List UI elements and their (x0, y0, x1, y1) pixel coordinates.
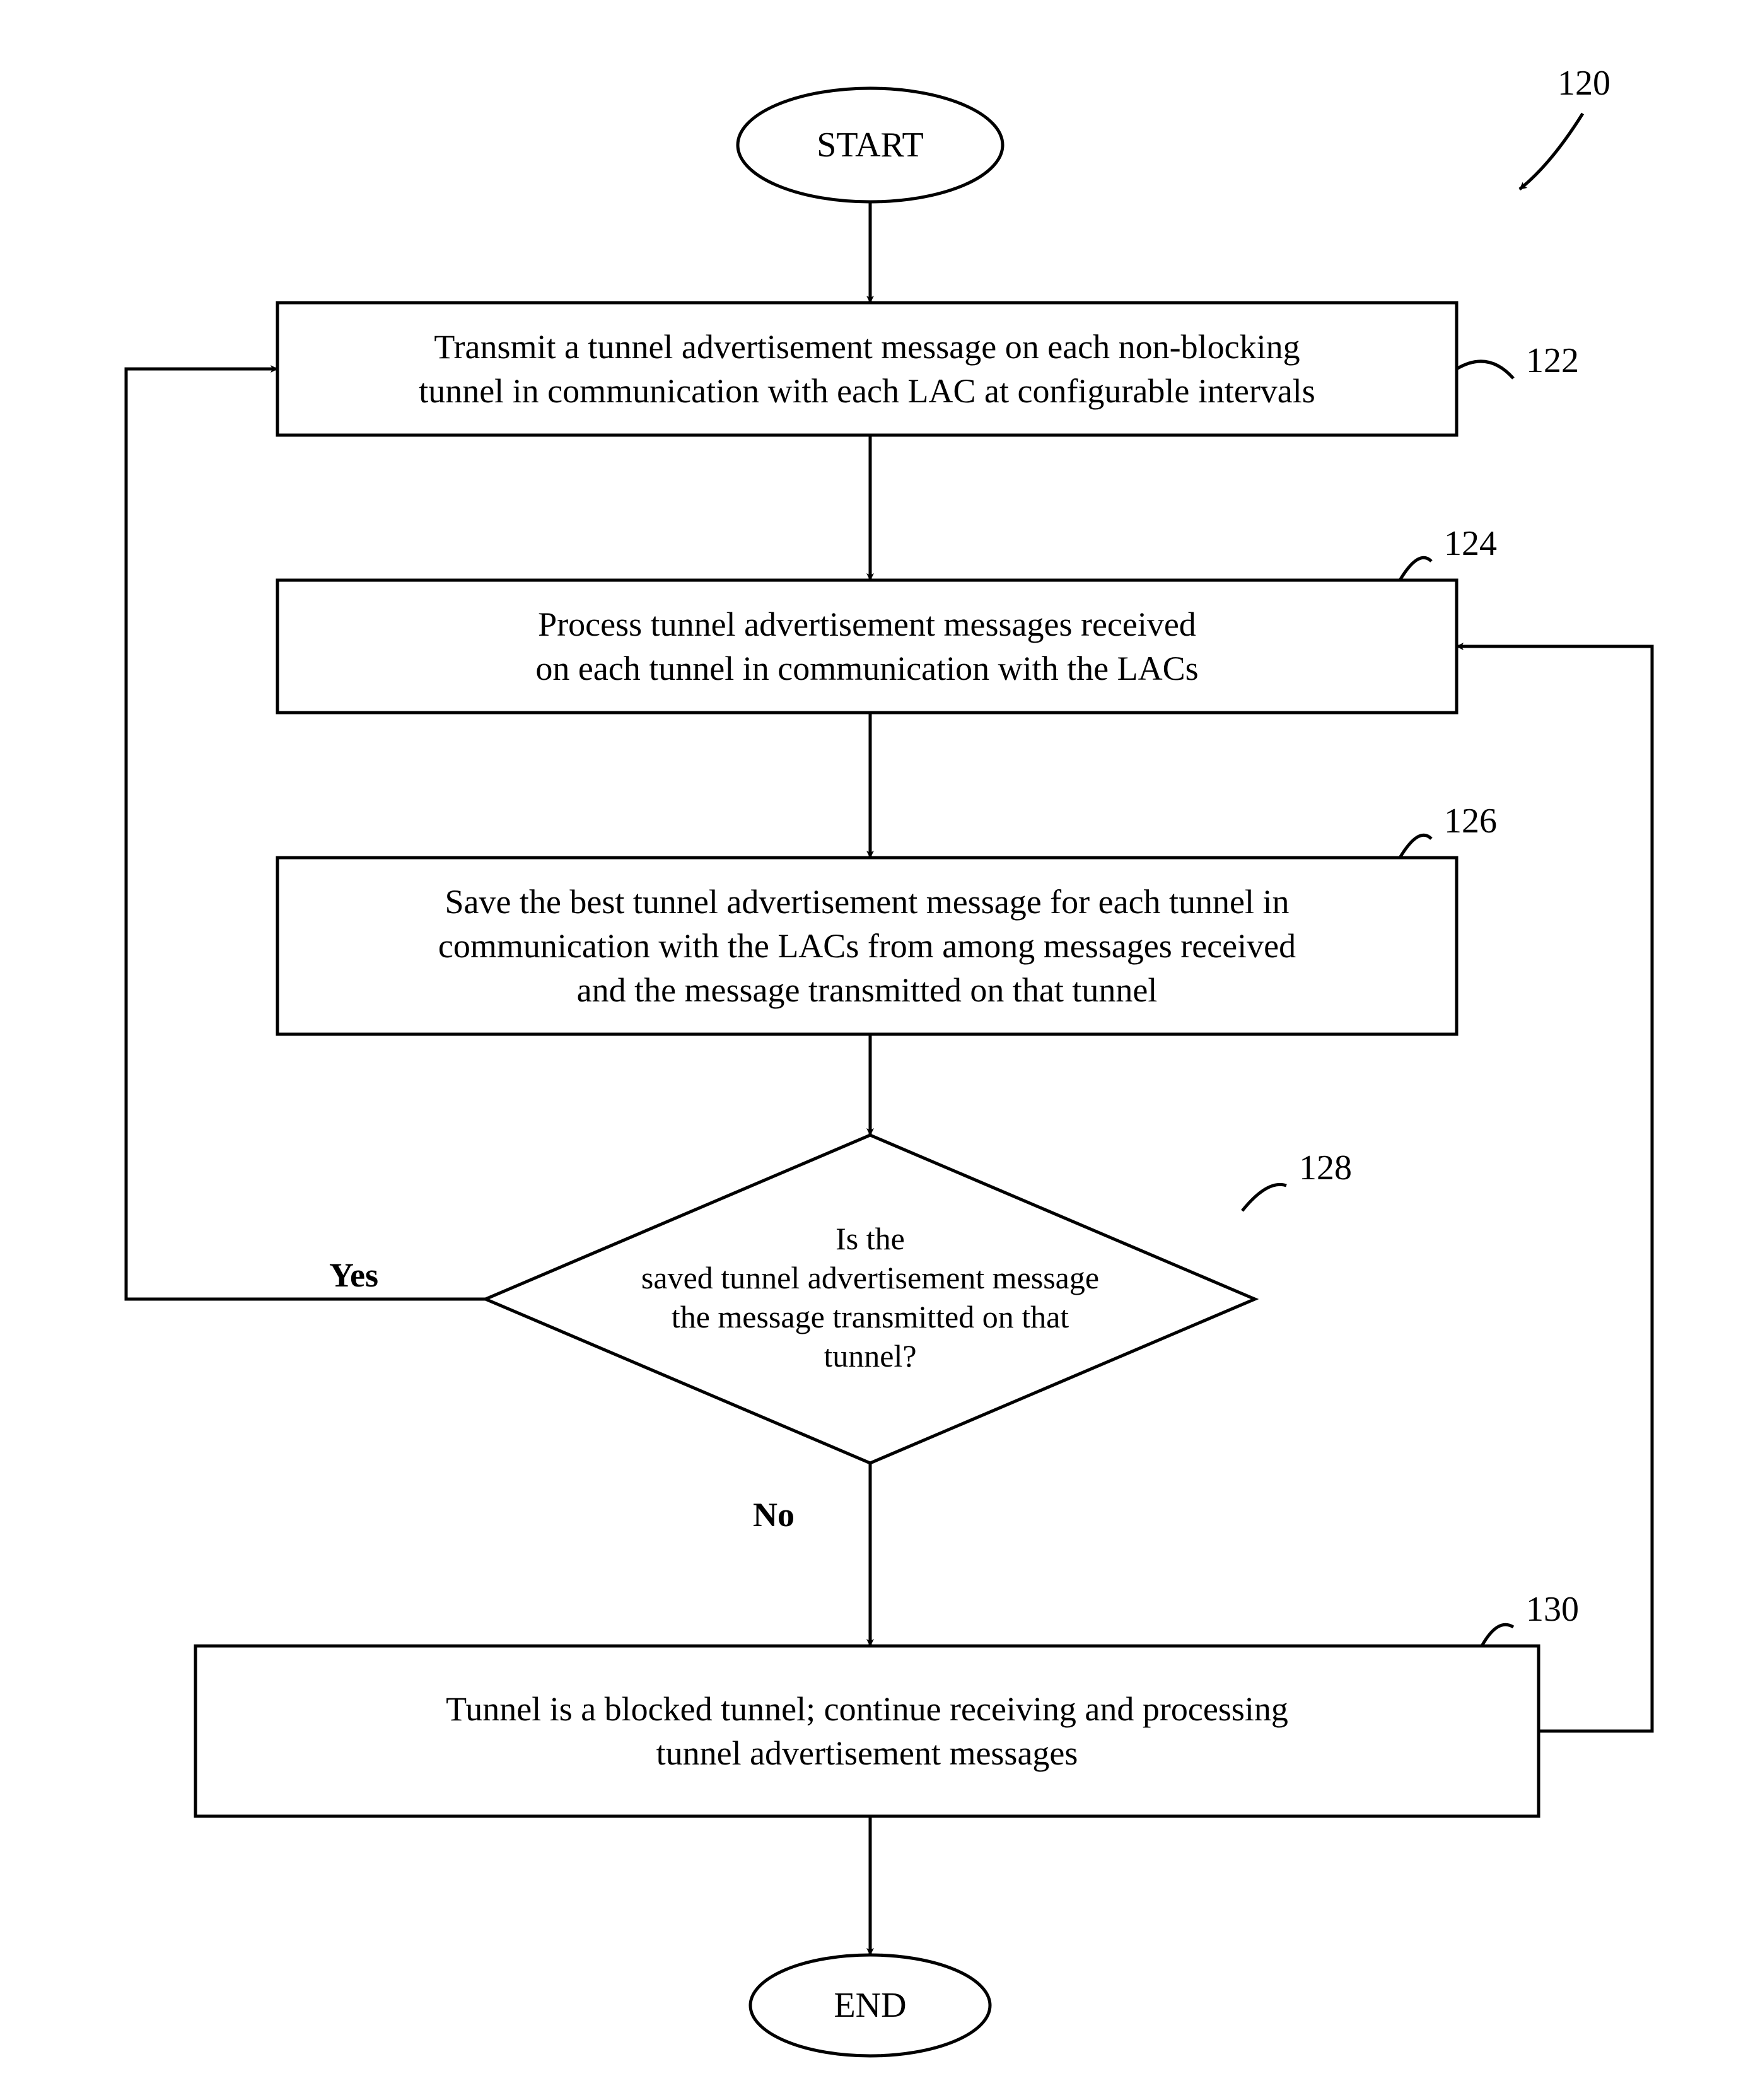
start-label: START (817, 125, 924, 165)
text-line: tunnel in communication with each LAC at… (419, 372, 1315, 410)
ref-callout-126 (1400, 835, 1431, 858)
ref-callout-130 (1482, 1625, 1513, 1646)
ref-callout-124 (1400, 557, 1431, 580)
text-line: Tunnel is a blocked tunnel; continue rec… (446, 1690, 1288, 1728)
text-line: Save the best tunnel advertisement messa… (445, 883, 1289, 921)
end-label: END (834, 1986, 906, 2025)
ref-label-126: 126 (1444, 802, 1497, 841)
process-box-122 (277, 303, 1457, 435)
ref-label-122: 122 (1526, 341, 1579, 380)
text-line: saved tunnel advertisement message (641, 1260, 1099, 1295)
figure-ref-arrow (1520, 114, 1583, 189)
no-label: No (753, 1496, 795, 1534)
text-line: tunnel advertisement messages (656, 1734, 1078, 1772)
text-line: the message transmitted on that (672, 1299, 1069, 1334)
ref-label-130: 130 (1526, 1590, 1579, 1629)
text-line: Is the (836, 1221, 905, 1256)
text-line: and the message transmitted on that tunn… (577, 971, 1158, 1009)
ref-label-128: 128 (1299, 1148, 1352, 1187)
ref-callout-122 (1457, 361, 1513, 378)
process-box-130 (195, 1646, 1539, 1816)
figure-ref-label: 120 (1558, 64, 1610, 103)
text-line: on each tunnel in communication with the… (535, 650, 1198, 687)
yes-label: Yes (329, 1256, 378, 1294)
text-line: tunnel? (824, 1338, 916, 1374)
edge-n128-to-n122 (126, 369, 486, 1299)
process-box-124 (277, 580, 1457, 713)
ref-callout-128 (1242, 1184, 1286, 1211)
text-line: Process tunnel advertisement messages re… (538, 605, 1196, 643)
text-line: Transmit a tunnel advertisement message … (434, 328, 1300, 366)
text-line: communication with the LACs from among m… (438, 927, 1296, 965)
ref-label-124: 124 (1444, 524, 1497, 563)
